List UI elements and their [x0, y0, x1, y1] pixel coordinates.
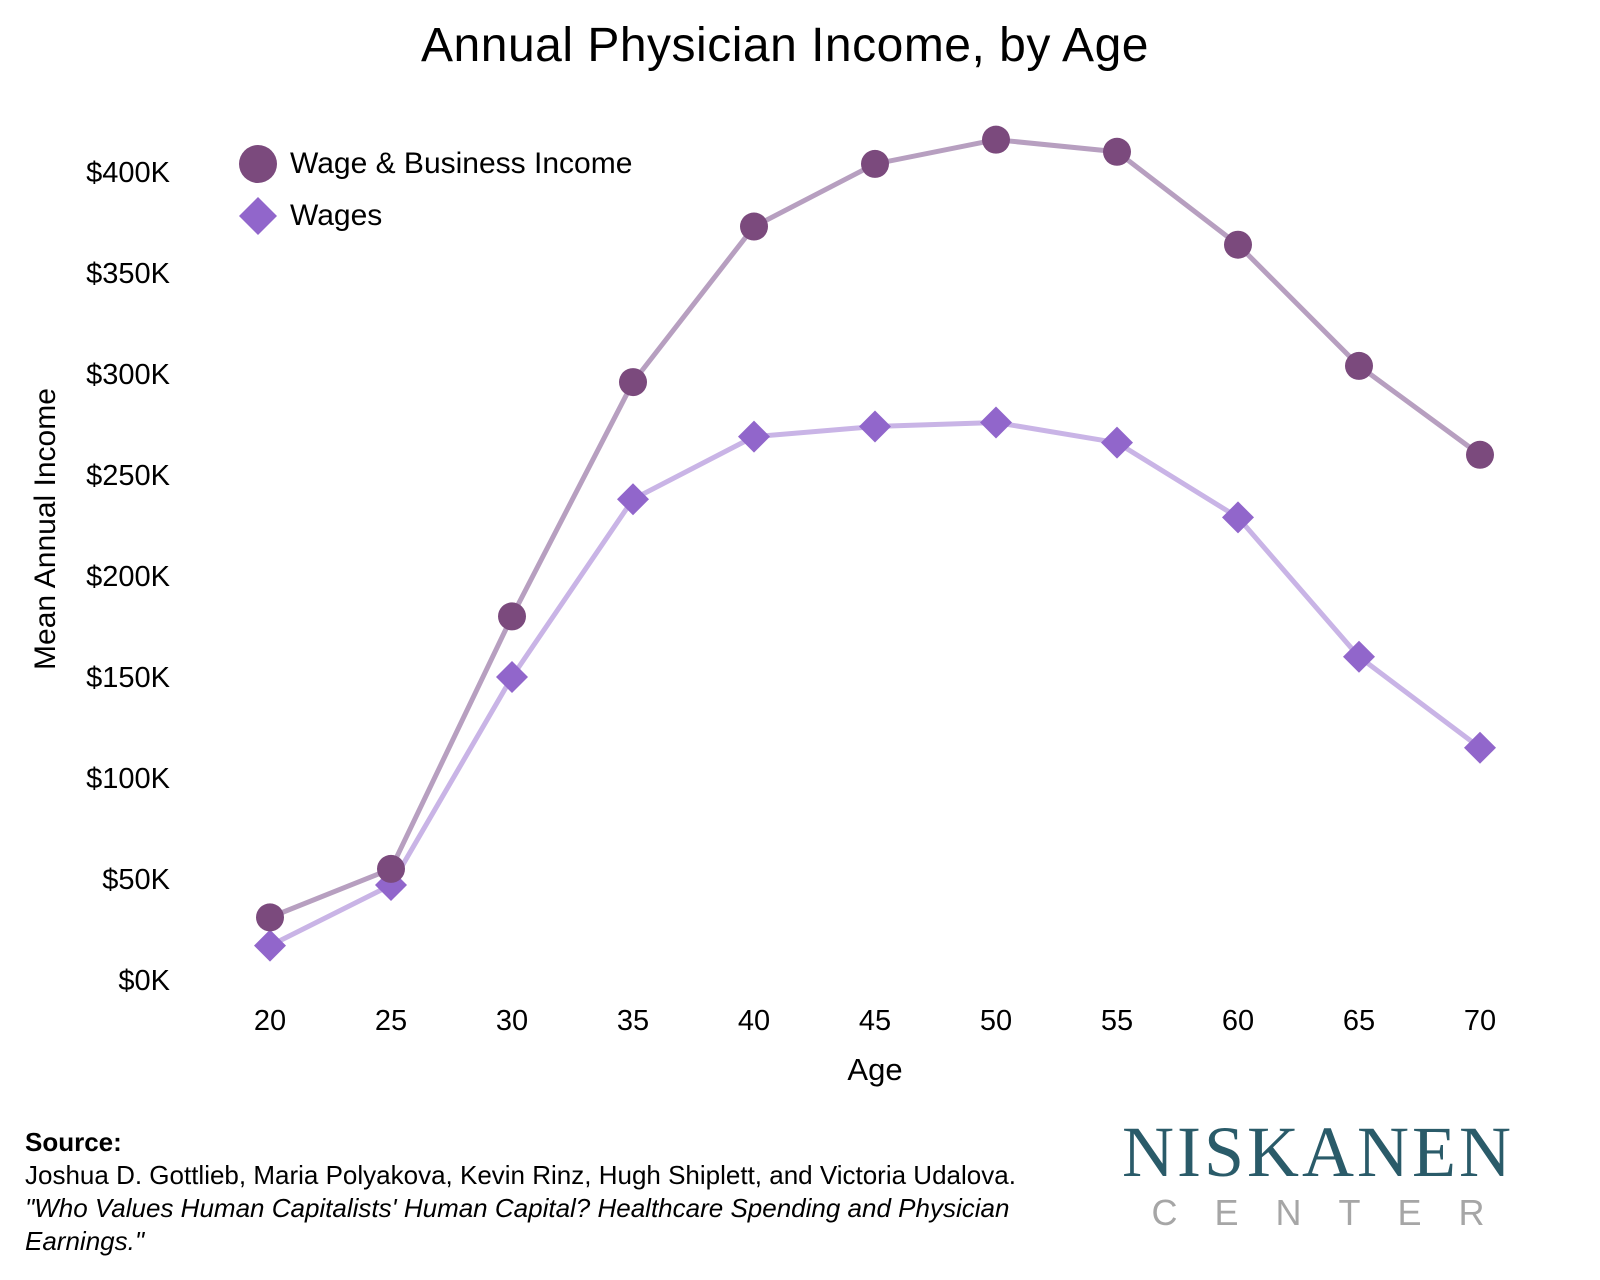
legend-label: Wage & Business Income: [290, 147, 633, 180]
logo-wordmark: NISKANEN: [1122, 1112, 1514, 1192]
y-tick-label: $50K: [102, 864, 170, 896]
x-axis-title: Age: [847, 1052, 903, 1087]
data-point-wages: [1464, 731, 1496, 764]
data-point-wages: [859, 410, 891, 443]
data-point-wage-business-income: [377, 854, 405, 883]
legend-item-wages: Wages: [236, 190, 632, 242]
legend-circle-marker-icon: [239, 145, 277, 183]
chart-title: Annual Physician Income, by Age: [421, 19, 1149, 72]
chart-legend: Wage & Business Income Wages: [236, 138, 632, 242]
source-work-title-line1: "Who Values Human Capitalists' Human Cap…: [25, 1193, 1010, 1223]
data-point-wage-business-income: [498, 602, 526, 631]
data-point-wage-business-income: [1224, 230, 1252, 259]
legend-diamond-marker-icon: [239, 197, 277, 235]
data-point-wage-business-income: [1103, 137, 1131, 166]
source-heading: Source:: [25, 1127, 122, 1157]
data-point-wage-business-income: [740, 212, 768, 241]
series-line-wages: [268, 419, 1482, 948]
x-tick-label: 55: [1101, 1005, 1133, 1037]
data-point-wages: [738, 420, 770, 453]
y-tick-label: $200K: [86, 561, 171, 593]
x-tick-label: 65: [1343, 1005, 1375, 1037]
source-note: Source: Joshua D. Gottlieb, Maria Polyak…: [25, 1126, 1016, 1258]
logo-subtitle: CENTER: [1151, 1192, 1522, 1233]
y-tick-label: $350K: [86, 258, 171, 290]
data-point-wage-business-income: [861, 149, 889, 178]
series-line-wage-business-income: [269, 137, 1482, 920]
x-tick-label: 30: [496, 1005, 528, 1037]
data-point-wage-business-income: [982, 125, 1010, 154]
line-chart-plot-area: $0K $50K $100K $150K $200K $250K $300K $350K $40…: [86, 125, 1496, 1037]
data-point-wage-business-income: [619, 368, 647, 397]
y-tick-label: $150K: [86, 662, 171, 694]
data-point-wages: [496, 661, 528, 693]
y-tick-label: $300K: [86, 359, 171, 391]
legend-item-wage-business-income: Wage & Business Income: [236, 138, 632, 190]
x-tick-label: 70: [1464, 1005, 1496, 1037]
y-tick-label: $250K: [86, 460, 171, 492]
data-point-wage-business-income: [256, 903, 284, 932]
x-tick-label: 50: [980, 1005, 1012, 1037]
source-authors: Joshua D. Gottlieb, Maria Polyakova, Kev…: [25, 1160, 1016, 1190]
x-tick-label: 60: [1222, 1005, 1254, 1037]
data-point-wages: [980, 406, 1012, 439]
x-tick-label: 25: [375, 1005, 407, 1037]
legend-label: Wages: [290, 199, 383, 232]
y-tick-label: $400K: [86, 157, 171, 189]
data-point-wages: [1222, 501, 1254, 534]
x-tick-label: 20: [254, 1005, 286, 1037]
x-tick-label: 45: [859, 1005, 891, 1037]
data-point-wage-business-income: [1345, 351, 1373, 380]
source-work-title-line2: Earnings.": [25, 1226, 145, 1256]
y-tick-label: $0K: [118, 965, 170, 997]
data-point-wage-business-income: [1466, 440, 1494, 469]
niskanen-center-logo: NISKANEN CENTER: [1078, 1114, 1558, 1234]
x-tick-label: 40: [738, 1005, 770, 1037]
x-tick-label: 35: [617, 1005, 649, 1037]
data-point-wages: [1101, 426, 1133, 459]
data-point-wages: [1343, 640, 1375, 673]
data-point-wages: [617, 483, 649, 516]
data-point-wages: [254, 929, 286, 962]
y-tick-label: $100K: [86, 763, 171, 795]
